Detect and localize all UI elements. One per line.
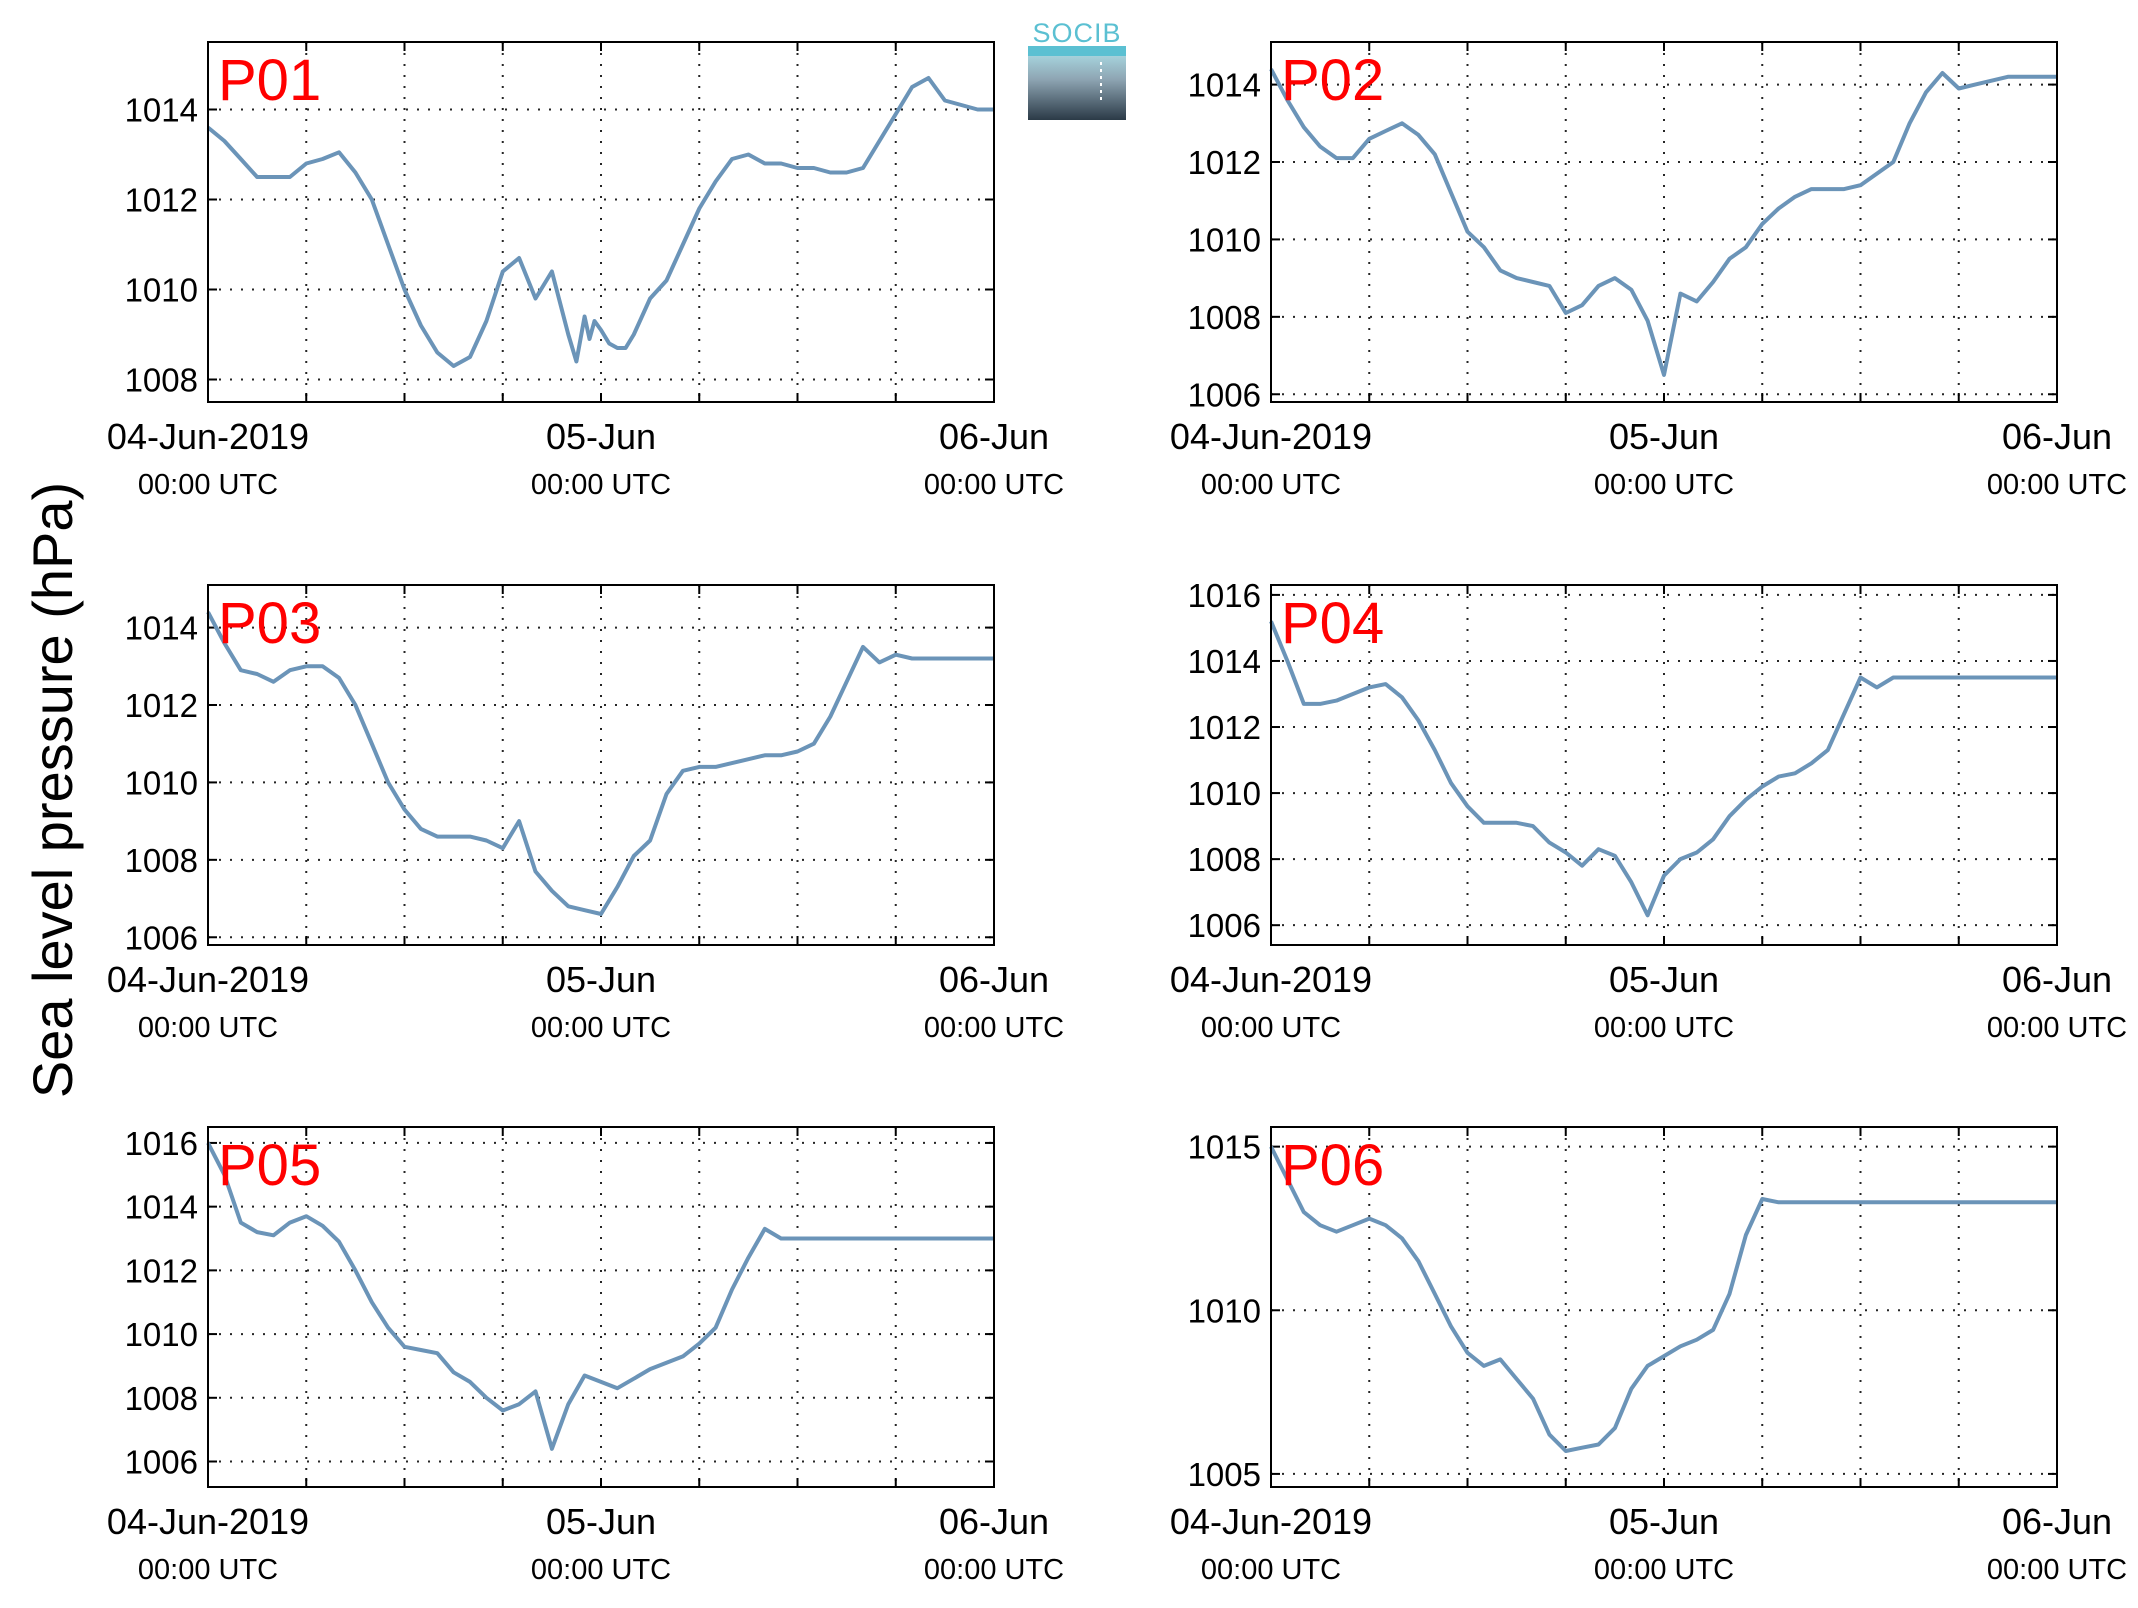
x-tick-label: 06-Jun	[939, 959, 1049, 1000]
x-tick-label: 05-Jun	[546, 1501, 656, 1542]
plot-area	[208, 585, 994, 945]
x-tick-sublabel: 00:00 UTC	[1987, 1554, 2127, 1586]
panel-title: P02	[1281, 48, 1384, 113]
pressure-series-line	[206, 76, 994, 368]
plot-area	[208, 1127, 994, 1487]
plot-frame	[1270, 41, 2058, 403]
plot-frame	[1270, 1126, 2058, 1488]
y-tick-label: 1008	[1188, 299, 1261, 336]
x-tick-sublabel: 00:00 UTC	[1594, 1012, 1734, 1044]
panel-title: P06	[1281, 1133, 1384, 1198]
y-tick-label: 1012	[125, 182, 198, 219]
panel-title: P01	[218, 48, 321, 113]
y-tick-label: 1010	[125, 1316, 198, 1353]
x-tick-label: 06-Jun	[2002, 959, 2112, 1000]
pressure-series-line	[206, 1141, 994, 1451]
y-tick-label: 1010	[1188, 1292, 1261, 1329]
x-tick-label: 06-Jun	[939, 416, 1049, 457]
x-tick-label: 04-Jun-2019	[1170, 416, 1372, 457]
x-tick-sublabel: 00:00 UTC	[1987, 469, 2127, 501]
y-tick-label: 1014	[125, 1189, 198, 1226]
x-tick-label: 04-Jun-2019	[107, 1501, 309, 1542]
y-tick-label: 1010	[125, 764, 198, 801]
x-tick-sublabel: 00:00 UTC	[924, 469, 1064, 501]
x-tick-label: 04-Jun-2019	[1170, 1501, 1372, 1542]
panel-p06: 1005 1010 1015 04-Jun-2019 00:00 UTC 05-Jun 00…	[1170, 1126, 2127, 1586]
plot-area	[1271, 1127, 2057, 1487]
x-tick-sublabel: 00:00 UTC	[138, 1012, 278, 1044]
y-tick-label: 1012	[125, 1252, 198, 1289]
x-tick-sublabel: 00:00 UTC	[1201, 469, 1341, 501]
panel-title: P05	[218, 1133, 321, 1198]
x-tick-sublabel: 00:00 UTC	[531, 469, 671, 501]
x-tick-sublabel: 00:00 UTC	[1201, 1012, 1341, 1044]
y-tick-label: 1015	[1188, 1129, 1261, 1166]
pressure-series-line	[206, 611, 994, 916]
panel-title: P03	[218, 591, 321, 656]
x-tick-sublabel: 00:00 UTC	[1594, 469, 1734, 501]
x-tick-sublabel: 00:00 UTC	[1201, 1554, 1341, 1586]
x-tick-label: 05-Jun	[1609, 959, 1719, 1000]
pressure-series-line	[1269, 1145, 2057, 1453]
y-tick-label: 1006	[125, 919, 198, 956]
x-tick-sublabel: 00:00 UTC	[531, 1554, 671, 1586]
plot-area	[208, 42, 994, 402]
pressure-series-line	[1269, 68, 2057, 377]
y-tick-label: 1014	[125, 92, 198, 129]
y-tick-label: 1014	[1188, 643, 1261, 680]
plot-area	[1271, 585, 2057, 945]
y-tick-label: 1005	[1188, 1456, 1261, 1493]
y-tick-label: 1010	[1188, 221, 1261, 258]
panel-p02: 1006 1008 1010 1012 1014 04-Jun-2019 00:00 UTC…	[1170, 41, 2127, 501]
panel-title: P04	[1281, 591, 1384, 656]
x-tick-label: 06-Jun	[939, 1501, 1049, 1542]
y-tick-label: 1008	[1188, 841, 1261, 878]
y-tick-label: 1016	[1188, 577, 1261, 614]
y-tick-label: 1012	[1188, 144, 1261, 181]
x-tick-label: 05-Jun	[546, 959, 656, 1000]
x-tick-sublabel: 00:00 UTC	[924, 1554, 1064, 1586]
x-tick-sublabel: 00:00 UTC	[1594, 1554, 1734, 1586]
x-tick-sublabel: 00:00 UTC	[924, 1012, 1064, 1044]
plot-frame	[207, 584, 995, 946]
x-tick-label: 05-Jun	[546, 416, 656, 457]
figure-ylabel: Sea level pressure (hPa)	[21, 482, 84, 1098]
y-tick-label: 1016	[125, 1125, 198, 1162]
plot-frame	[207, 1126, 995, 1488]
y-tick-label: 1010	[125, 272, 198, 309]
x-tick-label: 06-Jun	[2002, 1501, 2112, 1542]
y-tick-label: 1006	[1188, 907, 1261, 944]
panel-p03: 1006 1008 1010 1012 1014 04-Jun-2019 00:00 UTC…	[107, 584, 1064, 1044]
x-tick-sublabel: 00:00 UTC	[531, 1012, 671, 1044]
y-tick-label: 1008	[125, 362, 198, 399]
y-tick-label: 1010	[1188, 775, 1261, 812]
x-tick-label: 05-Jun	[1609, 1501, 1719, 1542]
x-tick-label: 06-Jun	[2002, 416, 2112, 457]
socib-logo-text: SOCIB	[1032, 18, 1121, 48]
x-tick-sublabel: 00:00 UTC	[138, 469, 278, 501]
panel-p04: 1006 1008 1010 1012 1014 1016 04-Jun-2019 00:00…	[1170, 577, 2127, 1044]
plot-area	[1271, 42, 2057, 402]
y-tick-label: 1008	[125, 842, 198, 879]
y-tick-label: 1006	[125, 1444, 198, 1481]
plot-frame	[207, 41, 995, 403]
y-tick-label: 1014	[1188, 67, 1261, 104]
y-tick-label: 1014	[125, 610, 198, 647]
x-tick-label: 04-Jun-2019	[107, 416, 309, 457]
plot-frame	[1270, 584, 2058, 946]
x-tick-sublabel: 00:00 UTC	[1987, 1012, 2127, 1044]
pressure-series-line	[1269, 620, 2057, 918]
x-tick-label: 05-Jun	[1609, 416, 1719, 457]
panel-p05: 1006 1008 1010 1012 1014 1016 04-Jun-2019 00:00…	[107, 1125, 1064, 1586]
x-tick-label: 04-Jun-2019	[107, 959, 309, 1000]
y-tick-label: 1012	[1188, 709, 1261, 746]
socib-logo: SOCIB	[1028, 18, 1126, 120]
y-tick-label: 1012	[125, 687, 198, 724]
y-tick-label: 1008	[125, 1380, 198, 1417]
y-tick-label: 1006	[1188, 376, 1261, 413]
x-tick-label: 04-Jun-2019	[1170, 959, 1372, 1000]
x-tick-sublabel: 00:00 UTC	[138, 1554, 278, 1586]
panel-p01: 1008 1010 1012 1014 04-Jun-2019 00:00 UTC 05-J…	[107, 41, 1064, 501]
